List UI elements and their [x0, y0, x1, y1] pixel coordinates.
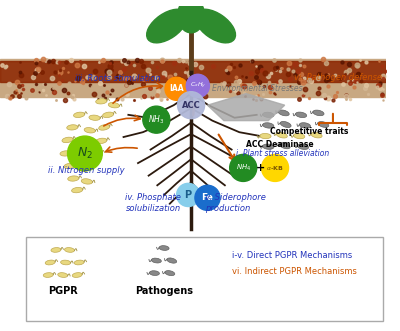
Ellipse shape [60, 151, 71, 156]
Ellipse shape [150, 271, 160, 275]
Circle shape [230, 154, 257, 181]
Ellipse shape [311, 132, 322, 138]
Ellipse shape [64, 163, 75, 169]
Ellipse shape [276, 132, 287, 138]
Polygon shape [208, 94, 285, 120]
Ellipse shape [84, 127, 95, 133]
Ellipse shape [260, 133, 271, 139]
Circle shape [262, 154, 288, 181]
Text: iv. Phosphate
solubilization: iv. Phosphate solubilization [126, 193, 181, 213]
Ellipse shape [178, 0, 204, 33]
Text: ii. Nitrogen supply: ii. Nitrogen supply [48, 166, 125, 175]
Text: P: P [185, 190, 192, 200]
Circle shape [143, 106, 170, 133]
Text: $NH_4$: $NH_4$ [236, 163, 251, 173]
Ellipse shape [72, 187, 83, 193]
Ellipse shape [72, 273, 82, 277]
Ellipse shape [299, 123, 310, 128]
Ellipse shape [263, 112, 274, 118]
FancyBboxPatch shape [26, 237, 383, 321]
Text: $C_xH_y$: $C_xH_y$ [190, 81, 206, 91]
Bar [0, 61, 386, 82]
Ellipse shape [61, 260, 71, 265]
Ellipse shape [62, 137, 73, 143]
Ellipse shape [318, 121, 329, 127]
Ellipse shape [74, 112, 85, 118]
Ellipse shape [278, 110, 289, 116]
Text: PGPR: PGPR [48, 286, 78, 297]
Circle shape [68, 136, 102, 171]
Ellipse shape [102, 112, 114, 118]
Text: vi. Pathogen defense: vi. Pathogen defense [294, 73, 382, 82]
Ellipse shape [51, 248, 61, 252]
Text: vi. Indirect PGPR Mechanisms: vi. Indirect PGPR Mechanisms [232, 267, 356, 276]
Ellipse shape [68, 176, 79, 181]
Ellipse shape [195, 9, 236, 43]
Ellipse shape [159, 246, 169, 250]
Ellipse shape [263, 144, 274, 149]
Text: ACC Deaminase: ACC Deaminase [246, 140, 314, 149]
Ellipse shape [296, 112, 307, 118]
Text: +: + [256, 163, 265, 173]
Ellipse shape [79, 140, 90, 145]
Ellipse shape [279, 143, 290, 149]
Ellipse shape [280, 121, 291, 127]
Text: IAA: IAA [169, 84, 184, 93]
Ellipse shape [108, 103, 120, 108]
Ellipse shape [45, 260, 55, 265]
Text: i-v. Direct PGPR Mechanisms: i-v. Direct PGPR Mechanisms [232, 251, 352, 260]
Text: $NH_3$: $NH_3$ [148, 114, 164, 126]
Ellipse shape [64, 248, 74, 252]
Ellipse shape [294, 133, 305, 139]
Text: Environmental Stresses: Environmental Stresses [212, 84, 303, 93]
Ellipse shape [76, 153, 87, 158]
Ellipse shape [151, 258, 161, 263]
Circle shape [165, 77, 188, 100]
Circle shape [178, 92, 204, 119]
Ellipse shape [67, 125, 78, 130]
Ellipse shape [298, 144, 309, 149]
Text: Competitive traits: Competitive traits [270, 127, 348, 136]
Text: $\alpha$-KB: $\alpha$-KB [266, 164, 284, 172]
Text: v. Siderophore
production: v. Siderophore production [204, 193, 266, 213]
Text: i. Plant stress alleviation: i. Plant stress alleviation [236, 149, 330, 158]
Ellipse shape [89, 115, 100, 120]
Text: Pathogens: Pathogens [135, 286, 193, 297]
Circle shape [195, 185, 220, 211]
Ellipse shape [263, 123, 274, 128]
Ellipse shape [96, 99, 107, 104]
Ellipse shape [77, 166, 89, 171]
Ellipse shape [58, 273, 68, 277]
Circle shape [186, 74, 210, 97]
Ellipse shape [167, 258, 177, 263]
Ellipse shape [74, 260, 84, 265]
Text: $N_2$: $N_2$ [77, 146, 93, 161]
Text: Fe: Fe [202, 193, 214, 202]
Bar [0, 59, 386, 97]
Text: ACC: ACC [182, 101, 200, 110]
Ellipse shape [165, 271, 175, 276]
Ellipse shape [81, 179, 92, 184]
Ellipse shape [313, 110, 324, 116]
Ellipse shape [43, 273, 53, 277]
Circle shape [177, 183, 200, 207]
Text: iii. Roots stimulation: iii. Roots stimulation [75, 74, 161, 83]
Ellipse shape [99, 124, 110, 130]
Ellipse shape [147, 9, 187, 43]
Ellipse shape [96, 138, 107, 144]
Ellipse shape [91, 151, 102, 156]
